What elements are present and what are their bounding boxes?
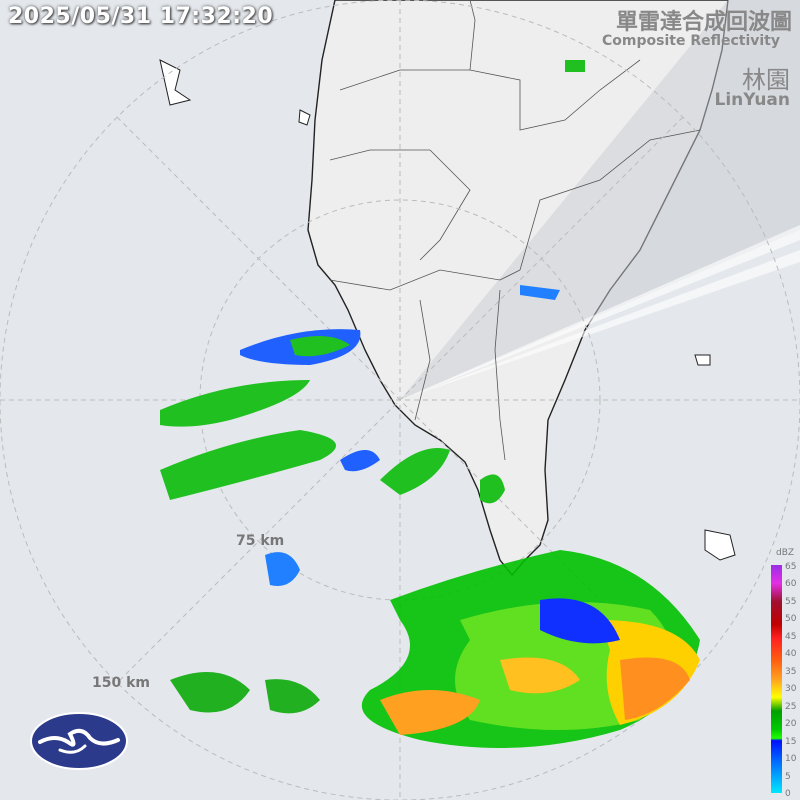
legend-tick: 35 <box>785 667 797 677</box>
legend-unit: dBZ <box>776 548 795 558</box>
cwa-logo-icon <box>30 712 128 770</box>
title-zh: 單雷達合成回波圖 <box>615 10 792 35</box>
legend-tick: 40 <box>785 649 797 659</box>
dbz-legend: dBZ 65 60 55 50 45 40 35 30 25 20 15 10 … <box>767 548 800 799</box>
legend-tick: 55 <box>785 597 797 607</box>
legend-color-bar <box>771 565 782 793</box>
legend-tick: 0 <box>785 789 791 799</box>
legend-tick: 10 <box>785 754 797 764</box>
islands <box>159 59 736 561</box>
radar-echoes <box>160 60 700 748</box>
legend-tick: 20 <box>785 719 797 729</box>
station-name-en: LinYuan <box>714 90 790 110</box>
legend-tick: 25 <box>785 702 797 712</box>
timestamp: 2025/05/31 17:32:20 <box>8 4 274 29</box>
title-en: Composite Reflectivity <box>602 33 780 49</box>
legend-tick: 50 <box>785 614 797 624</box>
legend-tick: 60 <box>785 579 797 589</box>
legend-tick: 65 <box>785 562 797 572</box>
legend-tick: 5 <box>785 772 791 782</box>
legend-tick: 15 <box>785 737 797 747</box>
range-label-75: 75 km <box>236 533 285 549</box>
station-name-zh: 林園 <box>742 66 790 94</box>
legend-tick: 45 <box>785 632 797 642</box>
legend-tick: 30 <box>785 684 797 694</box>
range-label-150: 150 km <box>92 675 150 691</box>
